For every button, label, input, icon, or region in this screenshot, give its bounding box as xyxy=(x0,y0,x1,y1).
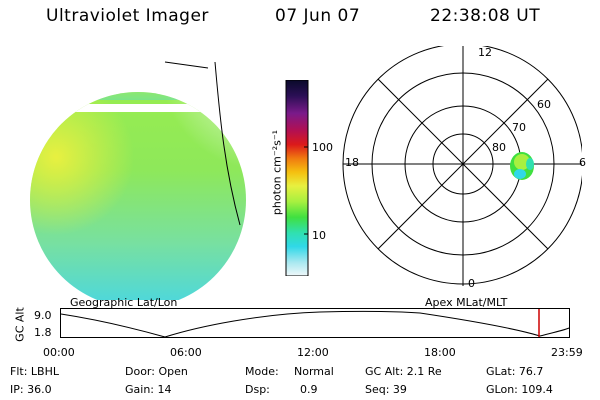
gc-alt-axis-label: GC Alt xyxy=(13,307,27,342)
polar-plot xyxy=(342,46,582,286)
mode-label: Mode: xyxy=(245,365,279,378)
apex-panel-title: Apex MLat/MLT xyxy=(425,296,508,309)
mode-value: Normal xyxy=(294,365,334,378)
image-gap xyxy=(30,104,246,112)
mlt-label-18: 18 xyxy=(345,156,359,169)
auroral-spot xyxy=(510,152,534,180)
door-info: Door: Open xyxy=(125,365,188,378)
glat-info: GLat: 76.7 xyxy=(486,365,544,378)
lat-label-80: 80 xyxy=(492,141,506,154)
colorbar-tick-10: 10 xyxy=(312,229,326,242)
gain-info: Gain: 14 xyxy=(125,383,172,396)
altitude-curve xyxy=(60,310,570,338)
x-tick-0600: 06:00 xyxy=(170,346,202,359)
x-tick-1800: 18:00 xyxy=(424,346,456,359)
alt-tick-1.8: 1.8 xyxy=(34,326,52,339)
mlt-label-0: 0 xyxy=(468,277,475,290)
x-tick-1200: 12:00 xyxy=(297,346,329,359)
lat-label-70: 70 xyxy=(512,121,526,134)
colorbar xyxy=(285,80,309,276)
x-tick-0000: 00:00 xyxy=(43,346,75,359)
gc-alt-info: GC Alt: 2.1 Re xyxy=(365,365,442,378)
instrument-title: Ultraviolet Imager xyxy=(46,6,209,26)
dsp-label: Dsp: xyxy=(245,383,270,396)
glon-info: GLon: 109.4 xyxy=(486,383,553,396)
colorbar-unit-label: photon cm⁻²s⁻¹ xyxy=(270,129,284,216)
flt-info: Flt: LBHL xyxy=(10,365,59,378)
geo-panel-title: Geographic Lat/Lon xyxy=(70,296,178,309)
terminator-line xyxy=(214,61,241,226)
ip-info: IP: 36.0 xyxy=(10,383,52,396)
date-label: 07 Jun 07 xyxy=(275,6,361,26)
lat-label-60: 60 xyxy=(537,98,551,111)
seq-info: Seq: 39 xyxy=(365,383,407,396)
mlt-label-12: 12 xyxy=(478,46,492,59)
dsp-value: 0.9 xyxy=(300,383,318,396)
colorbar-tick-100: 100 xyxy=(312,141,333,154)
earth-disk xyxy=(30,92,246,300)
mlt-label-6: 6 xyxy=(579,156,586,169)
geographic-image xyxy=(30,61,246,300)
time-label: 22:38:08 UT xyxy=(430,6,541,26)
alt-tick-9: 9.0 xyxy=(34,309,52,322)
x-tick-2359: 23:59 xyxy=(551,346,583,359)
altitude-plot xyxy=(60,308,570,338)
